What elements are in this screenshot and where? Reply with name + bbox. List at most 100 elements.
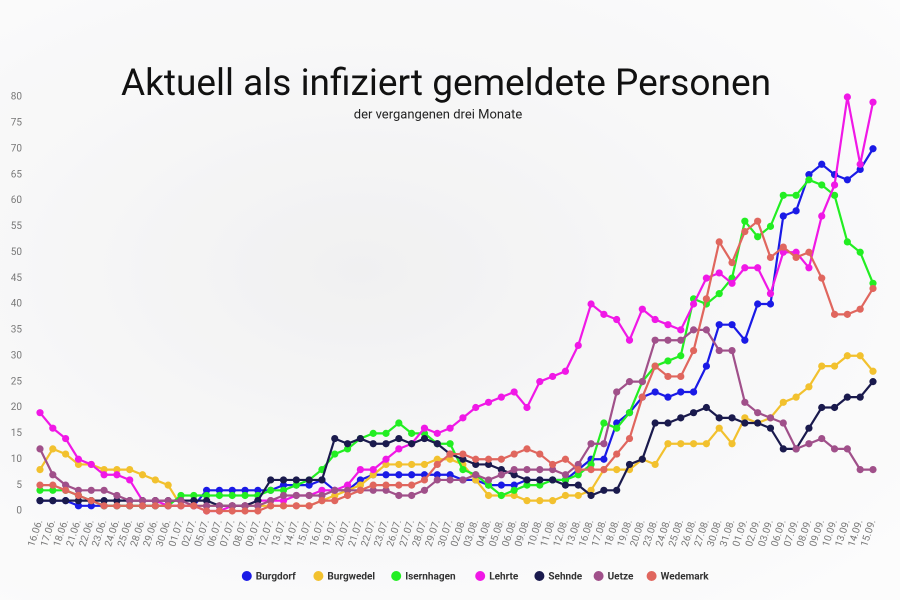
point — [728, 440, 736, 448]
point — [523, 445, 531, 453]
point — [613, 450, 621, 458]
legend-swatch[interactable] — [646, 571, 657, 581]
point — [254, 507, 262, 515]
point — [689, 440, 698, 448]
point — [356, 481, 364, 489]
point — [459, 455, 467, 463]
legend-label[interactable]: Isernhagen — [405, 572, 456, 583]
point — [702, 362, 711, 370]
y-tick-label: 5 — [16, 480, 22, 491]
point — [728, 259, 736, 267]
point — [677, 414, 685, 422]
point — [869, 378, 877, 386]
point — [177, 497, 185, 505]
point — [779, 445, 787, 453]
point — [164, 481, 172, 489]
point — [625, 336, 634, 344]
point — [818, 403, 826, 412]
point — [574, 491, 582, 500]
point — [74, 502, 83, 510]
point — [741, 419, 749, 427]
point — [100, 471, 108, 479]
point — [792, 248, 800, 256]
legend-swatch[interactable] — [593, 571, 604, 581]
point — [715, 346, 723, 355]
point — [343, 481, 352, 489]
point — [190, 497, 198, 505]
point — [702, 274, 711, 282]
point — [741, 336, 749, 344]
legend-swatch[interactable] — [534, 571, 545, 581]
point — [62, 486, 70, 494]
point — [190, 502, 198, 510]
point — [318, 491, 326, 500]
point — [523, 476, 531, 484]
point — [869, 466, 877, 474]
point — [779, 248, 787, 256]
point — [318, 486, 326, 494]
point — [728, 279, 736, 287]
point — [203, 502, 211, 510]
point — [459, 466, 467, 474]
legend-swatch[interactable] — [391, 571, 402, 581]
point — [228, 491, 236, 500]
point — [523, 403, 531, 412]
point — [869, 145, 877, 153]
point — [510, 450, 518, 458]
point — [267, 486, 275, 494]
point — [87, 497, 95, 505]
point — [459, 476, 467, 484]
y-tick-label: 40 — [11, 299, 23, 310]
point — [484, 398, 493, 406]
point — [613, 486, 621, 494]
point — [613, 466, 621, 474]
point — [510, 471, 518, 479]
point — [613, 424, 621, 432]
legend-label[interactable]: Burgdorf — [256, 572, 296, 583]
legend-label[interactable]: Lehrte — [489, 572, 519, 583]
point — [36, 497, 44, 505]
point — [689, 300, 698, 308]
point — [818, 160, 826, 168]
point — [600, 310, 608, 318]
point — [536, 378, 544, 386]
point — [677, 372, 685, 381]
legend-label[interactable]: Uetze — [608, 572, 634, 583]
point — [677, 388, 685, 396]
point — [318, 497, 326, 505]
point — [497, 471, 505, 479]
point — [395, 481, 403, 489]
legend-swatch[interactable] — [241, 571, 252, 581]
point — [62, 450, 70, 458]
point — [741, 414, 749, 422]
point — [420, 476, 429, 484]
point — [395, 460, 403, 469]
point — [830, 191, 839, 199]
point — [766, 414, 775, 422]
point — [113, 491, 121, 500]
point — [869, 284, 877, 293]
point — [382, 429, 390, 437]
point — [395, 471, 403, 479]
legend-label[interactable]: Burgwedel — [327, 572, 375, 583]
point — [472, 455, 480, 463]
legend-swatch[interactable] — [313, 571, 324, 581]
point — [49, 471, 57, 479]
point — [536, 476, 544, 484]
legend-label[interactable]: Wedemark — [661, 572, 710, 583]
y-tick-label: 10 — [11, 454, 23, 465]
point — [805, 264, 813, 272]
point — [241, 507, 249, 515]
point — [728, 414, 736, 422]
point — [715, 321, 723, 329]
point — [587, 491, 595, 500]
y-tick-label: 20 — [11, 402, 23, 413]
point — [190, 491, 198, 500]
legend-swatch[interactable] — [475, 571, 486, 581]
point — [792, 191, 800, 199]
point — [600, 466, 608, 474]
point — [420, 434, 429, 443]
point — [869, 279, 877, 287]
legend-label[interactable]: Sehnde — [548, 572, 582, 583]
